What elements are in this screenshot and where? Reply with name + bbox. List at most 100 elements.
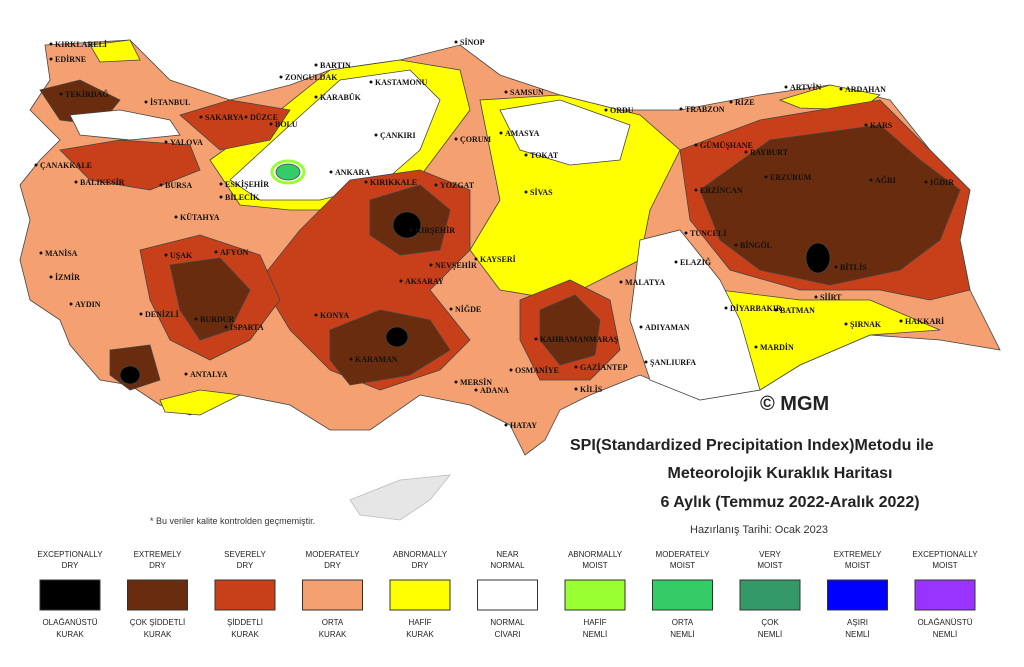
city-label: RİZE [735, 97, 755, 107]
city-dot [844, 322, 848, 326]
city-dot [69, 302, 73, 306]
city-label: BARTIN [320, 61, 351, 70]
logo: © MGM [760, 393, 829, 415]
legend-en-label: MOIST [757, 561, 782, 570]
title-line-1: SPI(Standardized Precipitation Index)Met… [570, 437, 934, 454]
title-line-3: 6 Aylık (Temmuz 2022-Aralık 2022) [660, 494, 919, 511]
zone-yellow-edirne [89, 39, 141, 63]
city-label: ADIYAMAN [645, 323, 690, 332]
city-dot [314, 313, 318, 317]
city-label: AFYON [220, 248, 249, 257]
zone-brown-west [169, 257, 251, 341]
city-label: BALIKESİR [80, 177, 125, 187]
city-dot [369, 80, 373, 84]
marmara-sea [69, 109, 181, 141]
legend-en-label: ABNORMALLY [568, 550, 623, 559]
city-label: ISPARTA [230, 323, 264, 332]
legend-en-label: EXTREMELY [834, 550, 883, 559]
legend-en-label: MODERATELY [656, 550, 711, 559]
city-label: MERSİN [460, 377, 492, 387]
legend-tr-label: NEMLİ [758, 630, 782, 639]
zone-black-central [392, 211, 422, 239]
city-dot [184, 372, 188, 376]
city-label: KIRIKKALE [370, 178, 417, 187]
legend-tr-label: KURAK [406, 630, 434, 639]
city-label: KARS [870, 121, 893, 130]
city-dot [159, 183, 163, 187]
city-label: GAZİANTEP [580, 362, 628, 372]
city-dot [219, 195, 223, 199]
city-label: ŞIRNAK [850, 320, 882, 329]
legend-en-label: DRY [149, 561, 166, 570]
legend-tr-label: CİVARI [494, 630, 520, 639]
legend-en-label: EXTREMELY [134, 550, 183, 559]
legend-swatch [39, 579, 101, 611]
zone-light-green [270, 159, 306, 185]
legend-swatch [477, 579, 538, 611]
legend-tr-label: ŞİDDETLİ [227, 618, 263, 627]
city-dot [474, 257, 478, 261]
legend: EXCEPTIONALLY DRY OLAĞANÜSTÜ KURAK EXTREMELY… [37, 550, 978, 639]
city-label: SAKARYA [205, 113, 244, 122]
city-label: MALATYA [625, 278, 665, 287]
city-dot [399, 279, 403, 283]
legend-swatch [564, 579, 626, 611]
city-dot [499, 131, 503, 135]
legend-tr-label: KURAK [56, 630, 84, 639]
city-label: BURDUR [200, 315, 234, 324]
turkey-map [19, 39, 1001, 521]
legend-swatch [914, 579, 976, 611]
city-label: GÜMÜŞHANE [700, 141, 753, 150]
city-dot [864, 123, 868, 127]
zone-brown-east [699, 124, 961, 286]
zone-black-southwest [119, 365, 141, 385]
city-dot [269, 122, 273, 126]
legend-tr-label: HAFİF [408, 618, 431, 627]
legend-en-label: MOIST [932, 561, 957, 570]
city-dot [814, 295, 818, 299]
city-label: SİİRT [820, 292, 842, 302]
legend-tr-label: NORMAL [490, 618, 525, 627]
city-label: AĞRI [875, 175, 896, 185]
city-dot [374, 133, 378, 137]
city-label: TOKAT [530, 151, 559, 160]
city-dot [644, 360, 648, 364]
city-dot [199, 115, 203, 119]
zone-white-southeast [629, 229, 761, 401]
city-label: NİĞDE [455, 304, 481, 314]
legend-tr-label: ORTA [672, 618, 694, 627]
city-dot [314, 63, 318, 67]
city-label: ARTVİN [790, 82, 822, 92]
legend-tr-label: KURAK [144, 630, 172, 639]
city-dot [679, 107, 683, 111]
city-dot [869, 178, 873, 182]
city-label: HAKKARİ [905, 316, 944, 326]
city-dot [574, 387, 578, 391]
legend-en-label: EXCEPTIONALLY [37, 550, 103, 559]
city-dot [574, 365, 578, 369]
city-dot [164, 253, 168, 257]
city-dot [174, 215, 178, 219]
legend-swatch [389, 579, 451, 611]
city-label: BAYBURT [750, 148, 789, 157]
city-dot [504, 423, 508, 427]
city-dot [784, 85, 788, 89]
city-label: BİNGÖL [740, 240, 772, 250]
city-dot [674, 260, 678, 264]
city-dot [534, 337, 538, 341]
city-dot [509, 368, 513, 372]
city-label: AKSARAY [405, 277, 444, 286]
city-dot [774, 308, 778, 312]
legend-swatch [739, 579, 801, 611]
city-label: KÜTAHYA [180, 213, 220, 222]
zone-white-central [499, 99, 631, 166]
city-label: KAYSERİ [480, 254, 516, 264]
legend-en-label: MOIST [670, 561, 695, 570]
city-dot [764, 175, 768, 179]
city-label: ÇANKIRI [380, 131, 416, 140]
city-label: ANTALYA [190, 370, 228, 379]
city-dot [34, 163, 38, 167]
city-label: KİLİS [580, 384, 603, 394]
legend-tr-label: KURAK [231, 630, 259, 639]
city-label: ÇORUM [460, 135, 492, 144]
